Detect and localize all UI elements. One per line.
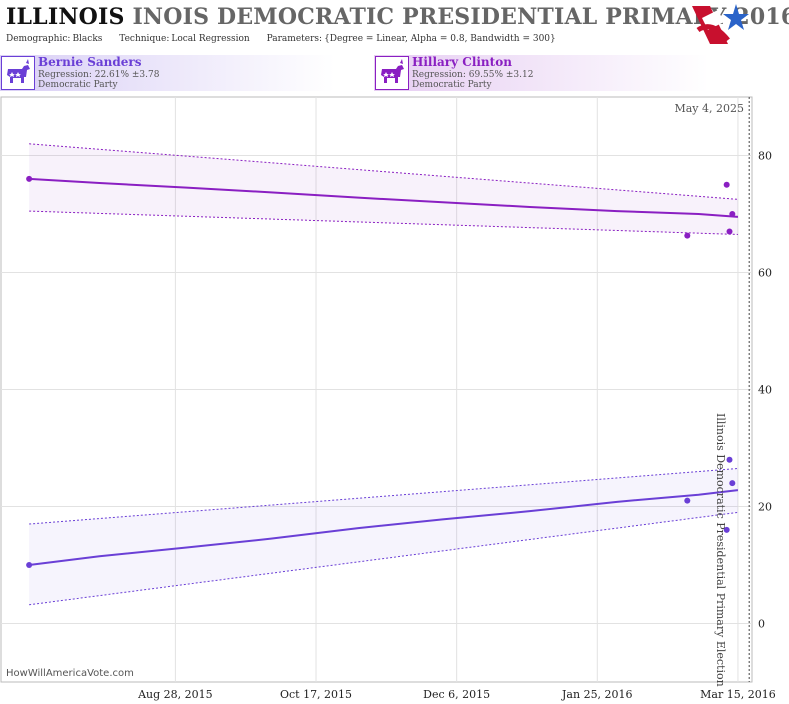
poll-point	[723, 181, 730, 188]
param-value: Local Regression	[171, 34, 250, 44]
candidate-regression: Regression: 22.61% ±3.78	[38, 70, 160, 80]
x-tick-label: Oct 17, 2015	[280, 688, 352, 701]
x-tick-label: Mar 15, 2016	[700, 688, 776, 701]
lower-bound-line	[29, 511, 739, 606]
poll-point	[726, 228, 733, 235]
poll-point	[26, 562, 33, 568]
candidate-clinton: Hillary Clinton Regression: 69.55% ±3.12…	[374, 55, 709, 91]
confidence-bands	[29, 143, 739, 606]
confidence-band	[29, 468, 738, 605]
x-tick-label: Aug 28, 2015	[137, 688, 213, 701]
date-label: May 4, 2025	[674, 102, 744, 115]
param-key: Technique:	[119, 34, 170, 44]
poll-point	[26, 175, 33, 182]
poll-point	[684, 232, 691, 239]
upper-bound-line	[29, 467, 738, 525]
y-tick-label: 20	[758, 501, 772, 514]
x-tick-label: Dec 6, 2015	[423, 688, 490, 701]
trend-lines	[29, 177, 739, 566]
trend-line	[29, 489, 739, 566]
candidate-party: Democratic Party	[38, 80, 118, 90]
page-title: ILLINOIS INOIS DEMOCRATIC PRESIDENTIAL P…	[6, 4, 789, 30]
donkey-icon	[375, 56, 409, 90]
axes: 0 20 40 60 80 Aug 28, 2015 Oct 17, 2015 Dec 6, …	[137, 97, 776, 701]
x-tick-label: Jan 25, 2016	[561, 688, 633, 701]
poll-point	[684, 497, 691, 504]
parameters-line: Demographic: Blacks Technique: Local Regre…	[6, 34, 570, 44]
poll-point	[726, 456, 733, 463]
poll-point	[729, 211, 736, 217]
candidate-party: Democratic Party	[412, 80, 492, 90]
y-tick-label: 40	[758, 384, 772, 397]
confidence-band	[29, 143, 738, 235]
y-tick-label: 60	[758, 267, 772, 280]
param-key: Parameters:	[266, 34, 323, 44]
param-value: Blacks	[72, 34, 103, 44]
poll-points	[26, 175, 736, 568]
site-credit: HowWillAmericaVote.com	[6, 668, 134, 679]
candidate-regression: Regression: 69.55% ±3.12	[412, 70, 534, 80]
param-key: Demographic:	[6, 34, 71, 44]
param-value: {Degree = Linear, Alpha = 0.8, Bandwidth…	[324, 34, 556, 44]
candidate-name: Bernie Sanders	[38, 55, 142, 69]
poll-point	[723, 526, 730, 533]
y-tick-label: 0	[758, 618, 765, 631]
y-tick-label: 80	[758, 150, 772, 163]
election-label: Illinois Democratic Presidential Primary…	[714, 413, 727, 687]
upper-bound-line	[29, 143, 738, 200]
candidate-name: Hillary Clinton	[412, 55, 512, 69]
title-rest: INOIS DEMOCRATIC PRESIDENTIAL PRIMARY 20…	[132, 4, 789, 30]
title-state: ILLINOIS	[6, 4, 125, 30]
trend-line	[29, 177, 739, 218]
donkey-icon	[1, 56, 35, 90]
candidate-sanders: Bernie Sanders Regression: 22.61% ±3.78 …	[0, 55, 335, 91]
site-logo-icon[interactable]	[688, 0, 750, 48]
poll-point	[729, 480, 736, 487]
